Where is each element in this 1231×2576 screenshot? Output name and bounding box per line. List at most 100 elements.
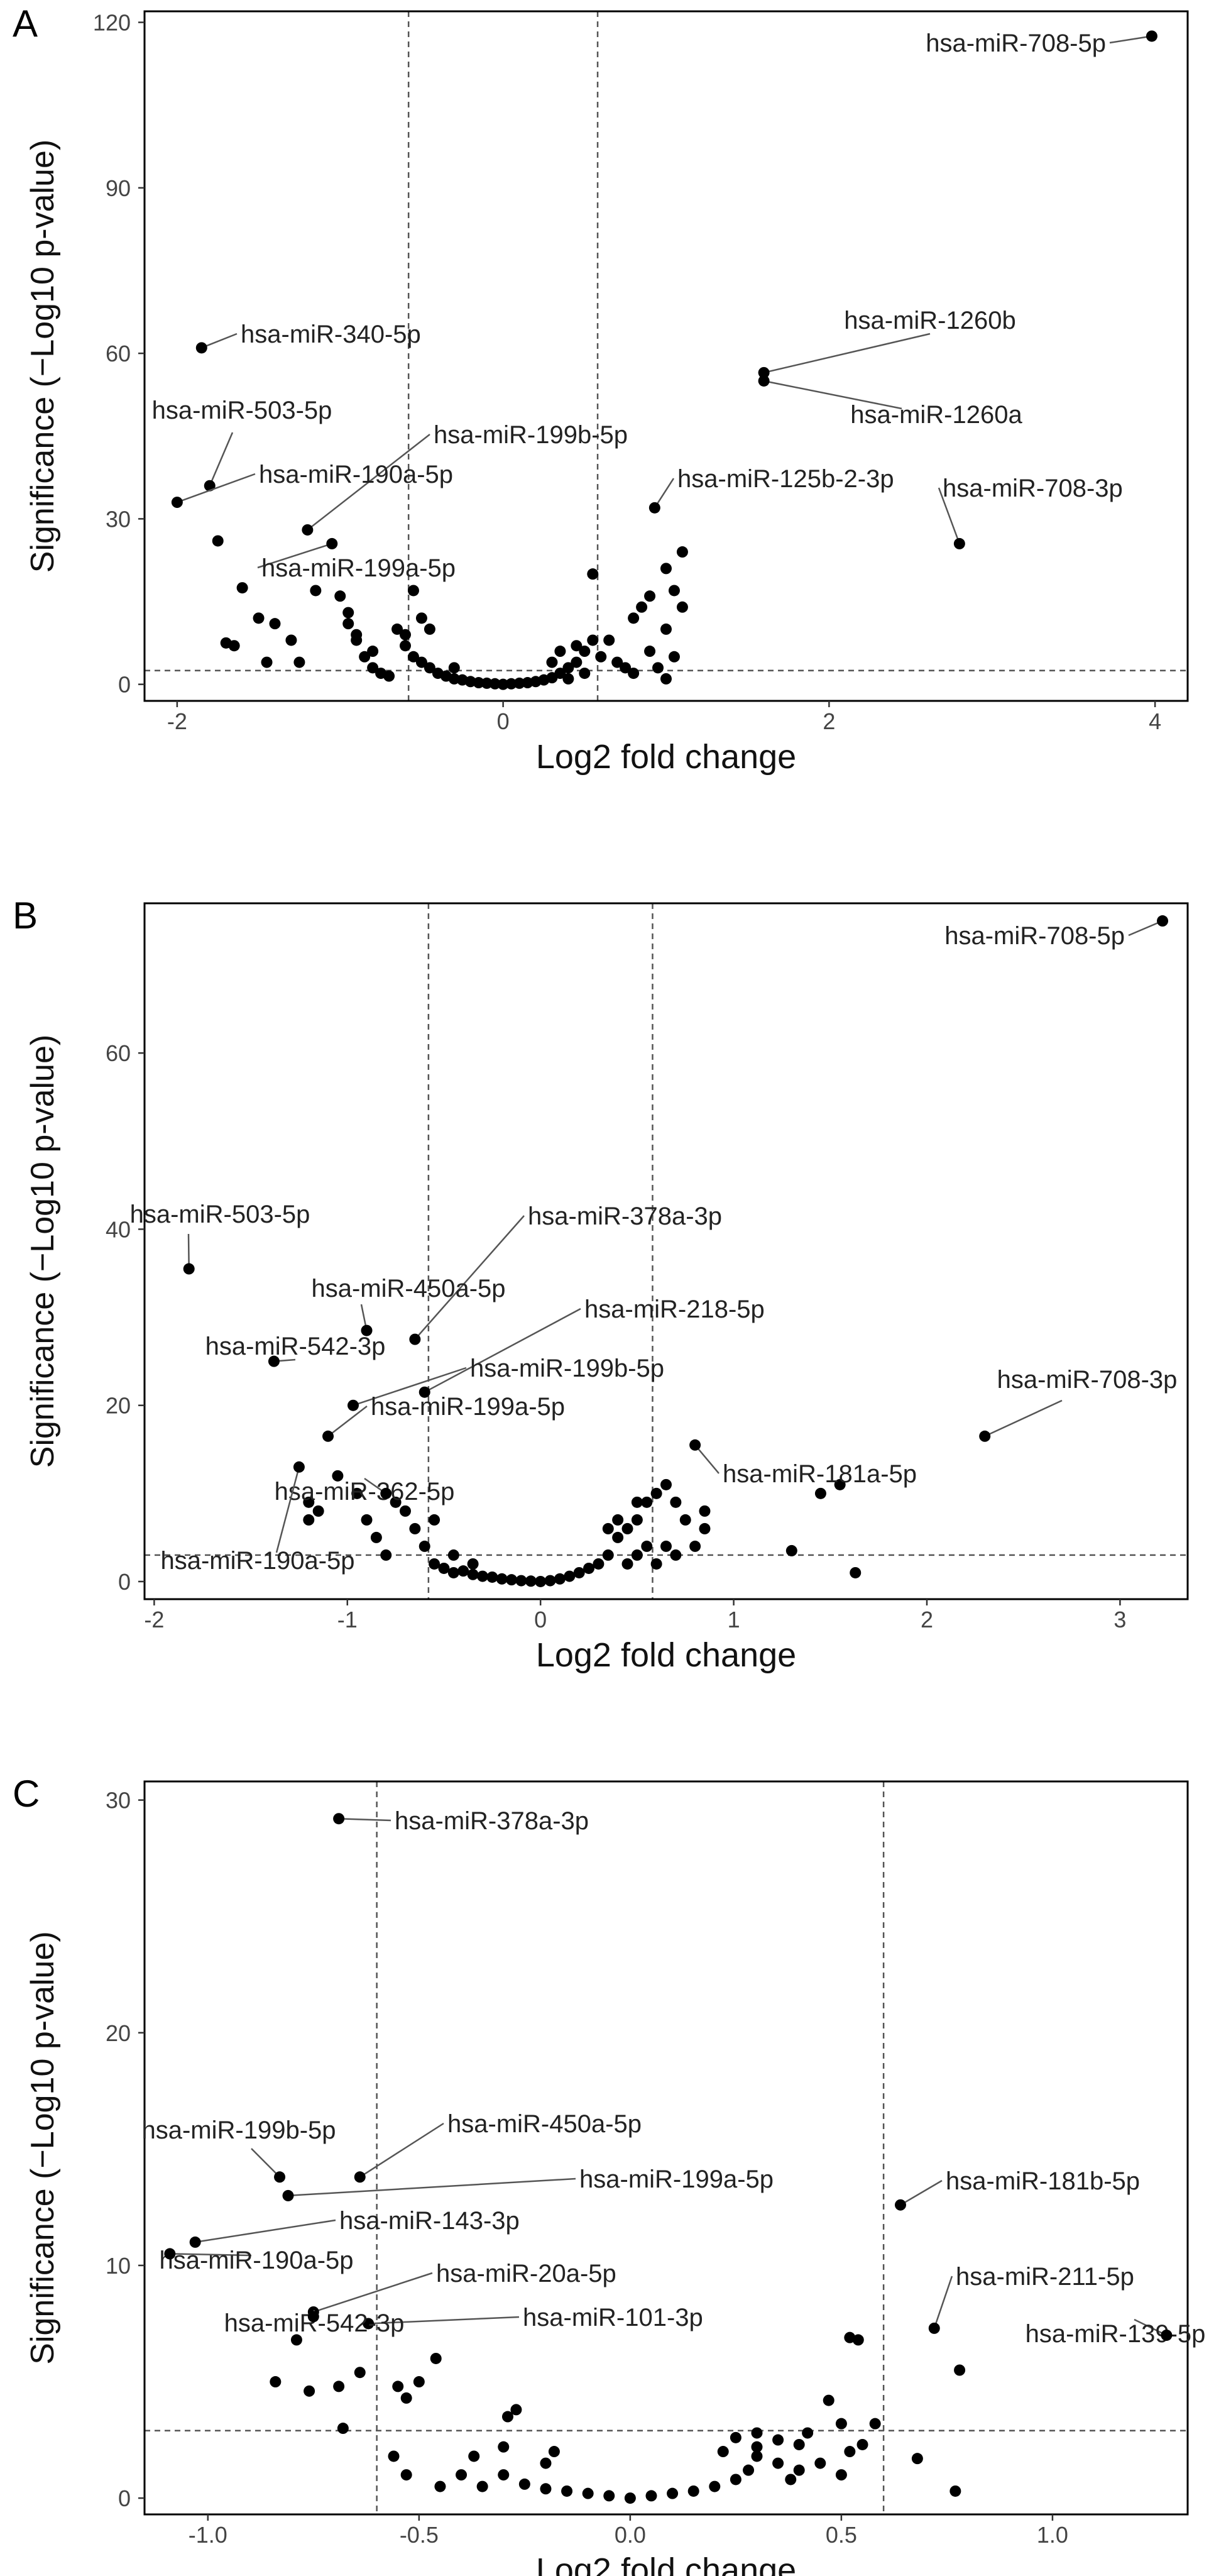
- x-tick-label: 0: [497, 708, 510, 734]
- data-point: [367, 662, 379, 674]
- data-point: [595, 651, 607, 663]
- data-point: [650, 1558, 662, 1570]
- data-point: [253, 612, 265, 624]
- y-tick-label: 10: [106, 2253, 131, 2279]
- data-point: [621, 1558, 633, 1570]
- point-label: hsa-miR-708-5p: [926, 30, 1106, 57]
- panel-letter: B: [13, 894, 38, 937]
- data-point: [645, 2490, 657, 2502]
- data-point: [290, 2334, 302, 2346]
- data-point: [400, 629, 411, 641]
- data-point: [602, 1549, 614, 1561]
- data-point: [835, 2469, 847, 2481]
- data-point: [457, 1565, 469, 1577]
- data-point: [390, 1496, 402, 1508]
- data-point: [391, 623, 403, 635]
- data-point: [505, 678, 517, 690]
- y-tick-label: 30: [106, 506, 131, 532]
- data-point: [548, 2446, 560, 2458]
- data-point: [546, 656, 558, 668]
- label-leader-line: [1134, 2318, 1167, 2337]
- data-point: [852, 2334, 864, 2346]
- x-tick-label: 0.0: [615, 2522, 646, 2548]
- data-point: [429, 1558, 440, 1570]
- x-tick-label: 1.0: [1037, 2522, 1068, 2548]
- data-point: [269, 618, 281, 630]
- data-point: [730, 2474, 741, 2485]
- data-point: [467, 1558, 479, 1570]
- y-axis-label: Significance (−Log10 p-value): [25, 140, 61, 573]
- label-leader-line: [763, 380, 902, 410]
- label-leader-line: [327, 1406, 368, 1437]
- data-point: [582, 2487, 594, 2499]
- point-label: hsa-miR-1260a: [850, 401, 1022, 429]
- data-point: [562, 673, 574, 685]
- point-label: hsa-miR-199b-5p: [470, 1355, 664, 1382]
- data-point: [498, 2441, 510, 2453]
- data-point: [571, 640, 583, 652]
- data-point: [476, 1570, 488, 1582]
- data-point: [383, 670, 395, 682]
- labeled-data-point: [380, 1487, 392, 1499]
- data-point: [652, 662, 664, 674]
- data-point: [535, 1575, 547, 1587]
- data-point: [562, 662, 574, 674]
- data-point: [303, 1496, 315, 1508]
- point-label: hsa-miR-139-5p: [1026, 2320, 1206, 2348]
- labeled-data-point: [171, 497, 183, 509]
- data-point: [544, 1575, 556, 1587]
- labeled-data-point: [354, 2171, 366, 2183]
- data-point: [424, 662, 435, 674]
- data-point: [911, 2453, 923, 2465]
- point-label: hsa-miR-340-5p: [241, 321, 421, 348]
- labeled-data-point: [409, 1333, 421, 1345]
- data-point: [429, 1514, 440, 1526]
- data-point: [415, 612, 427, 624]
- data-point: [717, 2446, 729, 2458]
- data-point: [660, 1478, 672, 1490]
- label-leader-line: [694, 1444, 719, 1474]
- point-label: hsa-miR-199a-5p: [579, 2166, 774, 2193]
- point-label: hsa-miR-190a-5p: [160, 1547, 354, 1575]
- y-tick-label: 90: [106, 175, 131, 201]
- labeled-data-point: [1161, 2329, 1173, 2341]
- point-label: hsa-miR-1260b: [844, 307, 1015, 334]
- point-label: hsa-miR-542-3p: [205, 1333, 386, 1360]
- data-point: [515, 1575, 527, 1587]
- point-label: hsa-miR-708-5p: [944, 922, 1125, 950]
- point-label: hsa-miR-708-3p: [943, 475, 1123, 502]
- panel-letter: C: [13, 1773, 40, 1815]
- label-leader-line: [900, 2179, 943, 2206]
- data-point: [603, 634, 615, 646]
- x-tick-label: -1: [337, 1607, 358, 1632]
- data-point: [312, 1505, 324, 1517]
- point-label: hsa-miR-181a-5p: [723, 1460, 917, 1488]
- point-label: hsa-miR-211-5p: [956, 2263, 1134, 2291]
- data-point: [476, 2480, 488, 2492]
- x-tick-label: -0.5: [400, 2522, 439, 2548]
- data-point: [498, 2469, 510, 2481]
- data-point: [587, 634, 599, 646]
- data-point: [388, 2450, 400, 2462]
- label-leader-line: [257, 542, 332, 569]
- label-leader-line: [359, 2122, 444, 2178]
- data-point: [342, 607, 354, 619]
- label-leader-line: [170, 2253, 252, 2257]
- data-point: [583, 1562, 595, 1574]
- panel-c: C -1.0 -0.5 0.0 0.5 1.0 0 10 20 30 Log2 fold chang…: [13, 1773, 1205, 2576]
- data-point: [650, 1487, 662, 1499]
- data-point: [333, 2381, 345, 2392]
- data-point: [612, 1531, 624, 1543]
- data-point: [579, 646, 591, 658]
- y-tick-label: 0: [118, 1569, 131, 1595]
- labeled-data-point: [189, 2236, 201, 2248]
- y-tick-label: 20: [106, 2020, 131, 2046]
- data-point: [497, 678, 509, 690]
- data-point: [785, 1544, 797, 1556]
- data-point: [332, 1470, 344, 1482]
- labeled-data-point: [689, 1439, 701, 1451]
- data-point: [620, 662, 632, 674]
- label-leader-line: [368, 2316, 520, 2325]
- point-label: hsa-miR-503-5p: [152, 397, 332, 424]
